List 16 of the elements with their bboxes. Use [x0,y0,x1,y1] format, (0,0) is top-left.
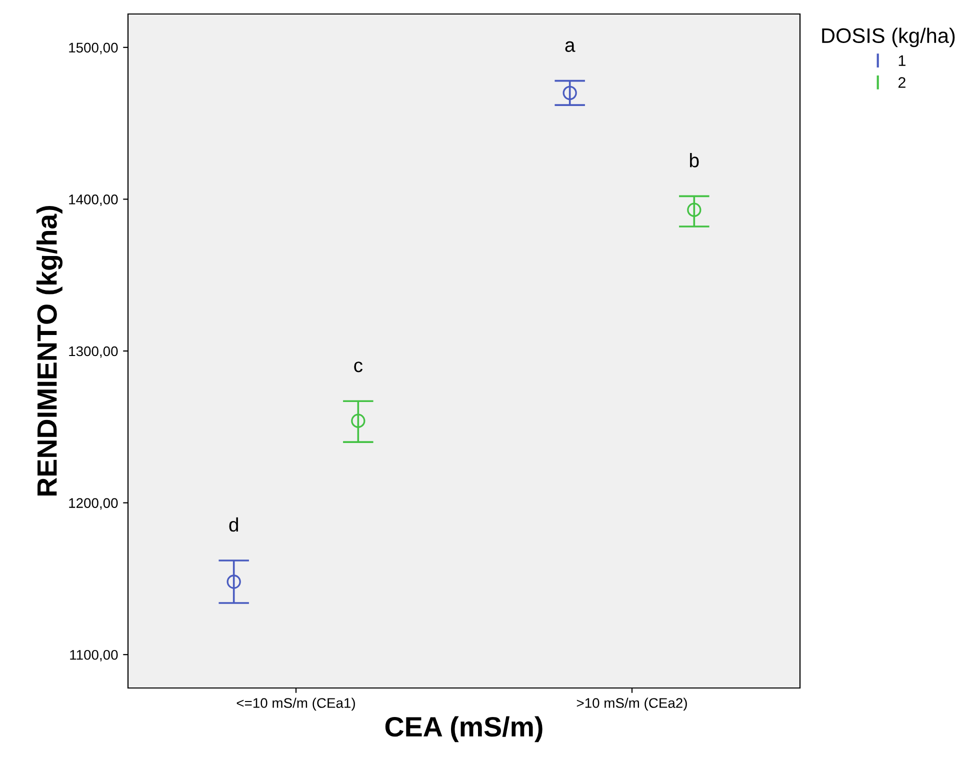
annotation: a [565,41,576,52]
annotation: b [690,153,699,168]
legend-label: 1 [898,55,906,66]
y-tick-label: 1500,00 [69,42,118,54]
x-tick-label: >10 mS/m (CEa2) [576,698,687,711]
x-tick-label: <=10 mS/m (CEa1) [236,698,355,711]
y-tick-label: 1200,00 [69,498,118,510]
annotation: d [229,517,238,532]
y-tick-label: 1100,00 [70,650,118,662]
y-axis-title: RENDIMIENTO (kg/ha) [36,206,63,496]
legend-label: 2 [898,77,906,88]
annotation: c [354,362,363,372]
y-tick-label: 1300,00 [69,346,118,358]
y-tick-label: 1400,00 [69,194,118,206]
legend-title: DOSIS (kg/ha) [822,28,955,48]
x-axis-title: CEA (mS/m) [385,716,542,742]
